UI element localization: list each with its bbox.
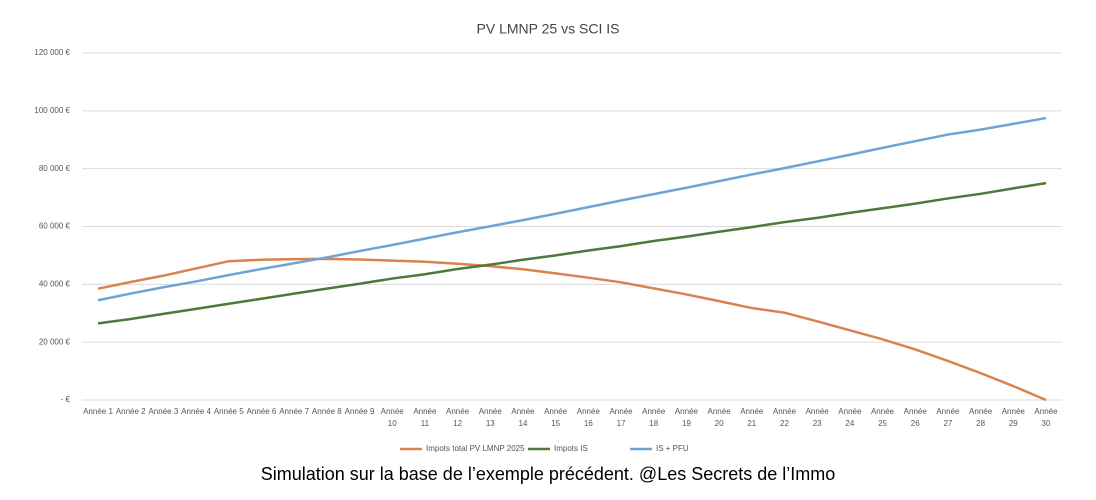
y-tick-label: 120 000 € — [34, 48, 70, 57]
x-tick-label: Année 21 — [740, 407, 764, 428]
x-tick-label: Année 10 — [380, 407, 404, 428]
x-tick-label: Année 18 — [642, 407, 666, 428]
x-tick-label: Année 2 — [115, 407, 146, 416]
x-tick-label: Année 11 — [413, 407, 437, 428]
x-tick-label: Année 28 — [969, 407, 993, 428]
legend-label: Impots total PV LMNP 2025 — [426, 444, 525, 453]
x-tick-label: Année 8 — [311, 407, 342, 416]
y-tick-label: 40 000 € — [39, 279, 71, 288]
y-tick-label: 60 000 € — [39, 222, 71, 231]
y-tick-label: 100 000 € — [34, 106, 70, 115]
x-tick-label: Année 23 — [805, 407, 829, 428]
x-tick-label: Année 25 — [870, 407, 895, 428]
x-tick-label: Année 15 — [544, 407, 568, 428]
x-tick-label: Année 12 — [446, 407, 470, 428]
x-tick-label: Année 26 — [903, 407, 927, 428]
x-tick-label: Année 29 — [1001, 407, 1025, 428]
x-tick-label: Année 24 — [838, 407, 862, 428]
x-tick-label: Année 17 — [609, 407, 633, 428]
x-tick-label: Année 20 — [707, 407, 731, 428]
x-tick-label: Année 5 — [213, 407, 244, 416]
x-tick-label: Année 6 — [246, 407, 277, 416]
x-tick-label: Année 13 — [478, 407, 502, 428]
line — [97, 116, 1047, 302]
line — [97, 257, 1047, 402]
x-tick-label: Année 14 — [511, 407, 535, 428]
chart-title: PV LMNP 25 vs SCI IS — [477, 21, 620, 37]
line — [97, 181, 1047, 325]
x-tick-label: Année 19 — [674, 407, 698, 428]
legend-label: IS + PFU — [656, 444, 689, 453]
x-tick-label: Année 22 — [772, 407, 797, 428]
y-tick-label: 20 000 € — [39, 337, 71, 346]
x-tick-label: Année 16 — [576, 407, 600, 428]
caption: Simulation sur la base de l’exemple préc… — [261, 464, 836, 484]
x-tick-label: Année 3 — [148, 407, 179, 416]
y-tick-label: - € — [61, 395, 71, 404]
x-tick-label: Année 30 — [1034, 407, 1058, 428]
x-tick-label: Année 4 — [181, 407, 211, 416]
x-tick-label: Année 1 — [83, 407, 113, 416]
x-tick-label: Année 27 — [936, 407, 960, 428]
legend-label: Impots IS — [554, 444, 588, 453]
y-tick-label: 80 000 € — [39, 164, 71, 173]
x-tick-label: Année 7 — [279, 407, 310, 416]
x-tick-label: Année 9 — [344, 407, 375, 416]
